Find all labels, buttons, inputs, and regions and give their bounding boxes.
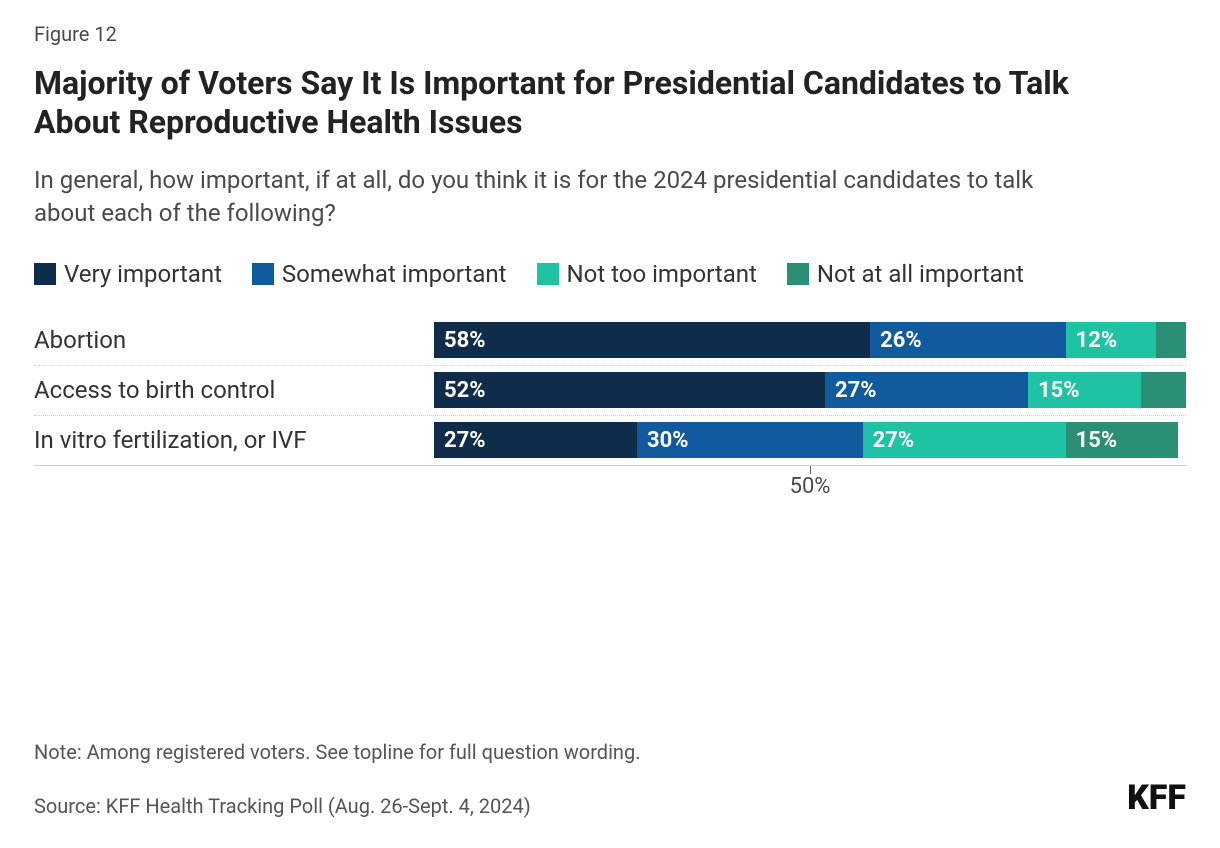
bar-segment: 27%	[863, 422, 1066, 458]
row-label: In vitro fertilization, or IVF	[34, 416, 434, 465]
legend-label: Not too important	[567, 260, 757, 288]
legend: Very important Somewhat important Not too …	[34, 252, 1186, 298]
chart-row: In vitro fertilization, or IVF27%30%27%1…	[34, 416, 1186, 466]
bar-group: 52%27%15%	[434, 366, 1186, 415]
legend-swatch	[34, 263, 56, 285]
bar-track: 27%30%27%15%	[434, 422, 1186, 458]
figure-label: Figure 12	[34, 22, 1186, 46]
bar-segment: 58%	[434, 322, 870, 358]
bar-segment: 52%	[434, 372, 825, 408]
x-axis: 50%	[434, 466, 1186, 506]
chart-title: Majority of Voters Say It Is Important f…	[34, 64, 1094, 142]
bar-group: 27%30%27%15%	[434, 416, 1186, 465]
bar-segment: 30%	[637, 422, 863, 458]
axis-tick	[810, 466, 811, 474]
bar-track: 52%27%15%	[434, 372, 1186, 408]
bar-segment: 27%	[825, 372, 1028, 408]
bar-track: 58%26%12%	[434, 322, 1186, 358]
figure-container: Figure 12 Majority of Voters Say It Is I…	[0, 0, 1220, 848]
row-label: Access to birth control	[34, 366, 434, 415]
kff-logo: KFF	[1127, 778, 1186, 818]
legend-swatch	[787, 263, 809, 285]
bar-segment: 15%	[1028, 372, 1141, 408]
legend-label: Somewhat important	[282, 260, 507, 288]
chart-subtitle: In general, how important, if at all, do…	[34, 164, 1094, 230]
chart-row: Abortion58%26%12%	[34, 316, 1186, 366]
legend-label: Not at all important	[817, 260, 1024, 288]
legend-item: Not too important	[537, 252, 757, 298]
chart-area: Abortion58%26%12%Access to birth control…	[34, 316, 1186, 506]
bar-group: 58%26%12%	[434, 316, 1186, 365]
chart-footer: Note: Among registered voters. See topli…	[34, 740, 1186, 818]
bar-segment	[1141, 372, 1186, 408]
legend-swatch	[252, 263, 274, 285]
bar-segment: 27%	[434, 422, 637, 458]
row-label: Abortion	[34, 316, 434, 365]
legend-item: Somewhat important	[252, 252, 507, 298]
bar-segment: 26%	[870, 322, 1066, 358]
source-line: Source: KFF Health Tracking Poll (Aug. 2…	[34, 778, 1186, 818]
chart-rows: Abortion58%26%12%Access to birth control…	[34, 316, 1186, 466]
bar-segment: 12%	[1066, 322, 1156, 358]
legend-item: Not at all important	[787, 252, 1024, 298]
bar-segment: 15%	[1066, 422, 1179, 458]
axis-tick-label: 50%	[790, 474, 831, 499]
bar-segment	[1156, 322, 1186, 358]
chart-row: Access to birth control52%27%15%	[34, 366, 1186, 416]
legend-item: Very important	[34, 252, 222, 298]
legend-swatch	[537, 263, 559, 285]
legend-label: Very important	[64, 260, 222, 288]
footnote: Note: Among registered voters. See topli…	[34, 740, 1186, 764]
source-text: Source: KFF Health Tracking Poll (Aug. 2…	[34, 794, 531, 818]
